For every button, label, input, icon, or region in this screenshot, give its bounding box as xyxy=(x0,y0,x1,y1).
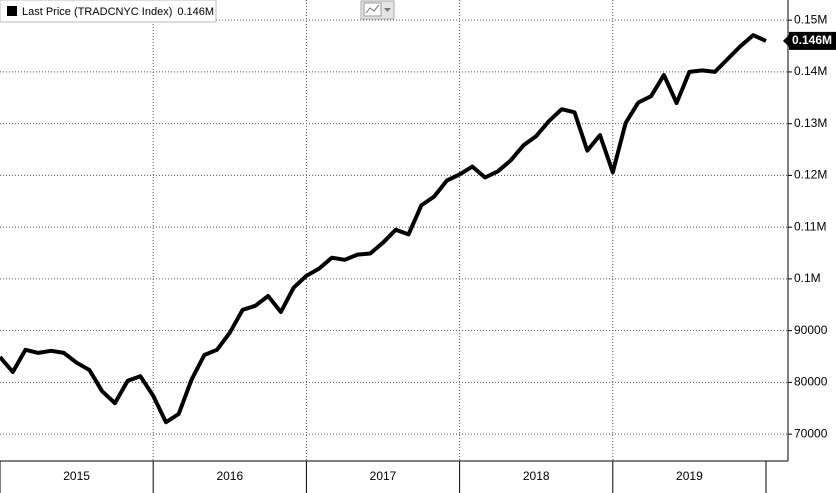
badge-pointer xyxy=(783,34,789,47)
legend-swatch xyxy=(7,6,17,16)
legend: Last Price (TRADCNYC Index) 0.146M xyxy=(0,0,217,23)
icon-glyph xyxy=(365,4,380,14)
chart-icon[interactable] xyxy=(360,0,395,20)
y-tick-label: 70000 xyxy=(794,426,828,440)
y-tick-label: 0.13M xyxy=(794,116,827,130)
y-tick-label: 0.12M xyxy=(794,168,827,182)
y-tick-label: 0.1M xyxy=(794,271,821,285)
last-value-label: 0.146M xyxy=(792,33,832,47)
legend-box xyxy=(0,0,217,23)
y-tick-label: 0.11M xyxy=(794,219,826,233)
x-tick-label: 2017 xyxy=(370,469,397,483)
x-tick-label: 2015 xyxy=(63,469,90,483)
legend-label: Last Price (TRADCNYC Index) xyxy=(22,6,172,18)
x-tick-label: 2016 xyxy=(216,469,243,483)
y-tick-label: 0.14M xyxy=(794,64,827,78)
y-tick-label: 80000 xyxy=(794,375,828,389)
icon-arrow xyxy=(384,8,391,12)
legend-value: 0.146M xyxy=(177,6,214,18)
last-value-badge xyxy=(789,31,836,50)
series-line xyxy=(0,33,767,425)
x-tick-label: 2018 xyxy=(523,469,550,483)
y-tick-label: 90000 xyxy=(794,323,828,337)
x-tick-label: 2019 xyxy=(676,469,703,483)
y-tick-label: 0.15M xyxy=(794,12,827,26)
